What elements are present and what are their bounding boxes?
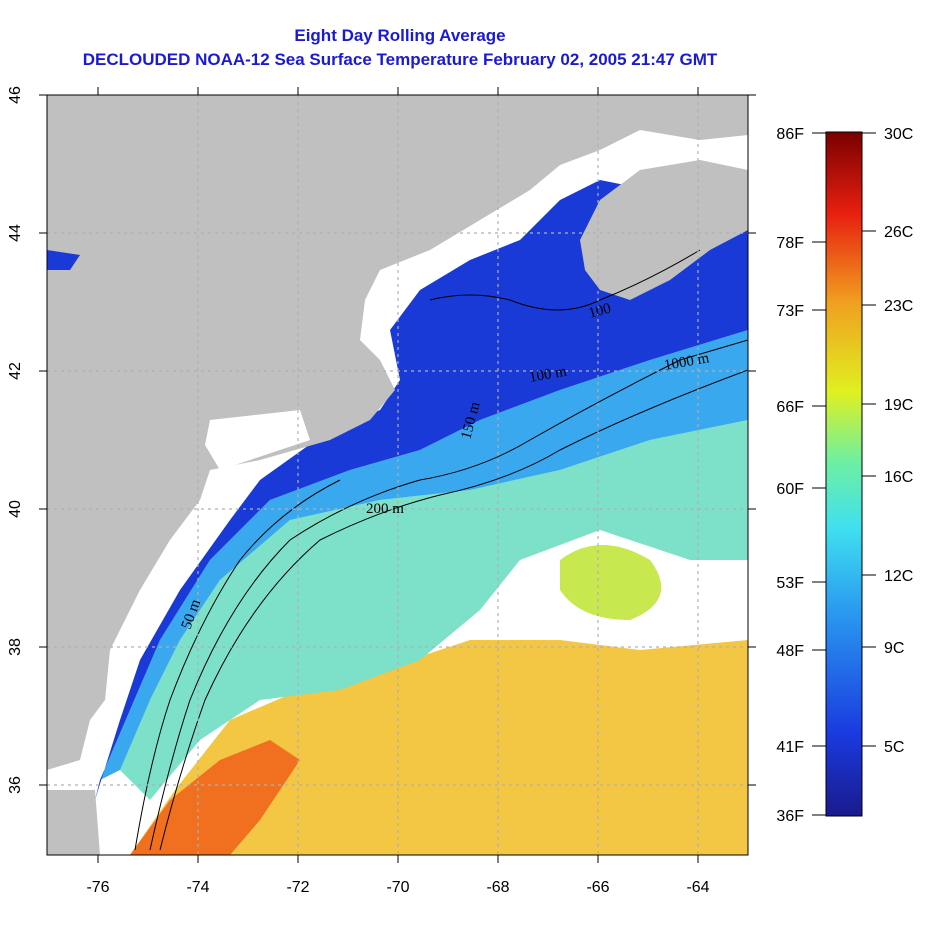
chart-title: Eight Day Rolling Average [294,26,506,45]
warm-water-region [130,640,748,855]
colorbar-f-label: 78F [776,235,804,252]
colorbar-c-label: 19C [884,397,913,414]
land-mass-south [47,790,100,855]
cold-coastal-waters [95,180,748,800]
contour-label-100m: 100 m [528,364,568,386]
lat-lon-grid [47,95,748,855]
cool-shelf-waters [100,330,748,780]
y-axis-ticks [39,94,756,786]
colorbar-c-label: 30C [884,126,913,143]
x-axis-labels: -76 -74 -72 -70 -68 -66 -64 [86,879,709,896]
x-axis-ticks [97,87,699,863]
mid-temperature-waters [110,420,748,800]
x-tick-label: -72 [286,879,309,896]
colorbar [825,131,863,817]
colorbar-f-label: 41F [776,739,804,756]
x-tick-label: -64 [686,879,709,896]
colorbar-f-label: 66F [776,399,804,416]
colorbar-f-label: 48F [776,643,804,660]
y-tick-label: 44 [7,224,24,242]
y-axis-labels: 36 38 40 42 44 46 [7,86,24,794]
colorbar-c-labels: 30C 26C 23C 19C 16C 12C 9C 5C [884,126,913,756]
colorbar-c-label: 26C [884,224,913,241]
colorbar-f-ticks [812,132,826,816]
x-tick-label: -68 [486,879,509,896]
y-tick-label: 42 [7,362,24,380]
nova-scotia-land [580,160,748,300]
colorbar-c-label: 5C [884,739,904,756]
x-tick-label: -76 [86,879,109,896]
y-tick-label: 46 [7,86,24,104]
x-tick-label: -74 [186,879,209,896]
map-area [47,95,748,855]
warm-eddy [560,545,662,620]
colorbar-c-label: 23C [884,298,913,315]
lake [47,250,80,270]
land-mass [47,95,748,770]
contour-label-200m: 200 m [366,501,404,517]
colorbar-c-label: 9C [884,640,904,657]
colorbar-c-label: 16C [884,469,913,486]
colorbar-f-label: 53F [776,575,804,592]
long-island-sound [205,410,310,470]
colorbar-c-ticks [862,132,876,747]
colorbar-f-label: 73F [776,303,804,320]
colorbar-f-label: 36F [776,808,804,825]
contour-label-100: 100 [587,301,613,322]
y-tick-label: 36 [7,776,24,794]
y-tick-label: 40 [7,500,24,518]
x-tick-label: -66 [586,879,609,896]
depth-contours [134,249,748,851]
colorbar-f-labels: 86F 78F 73F 66F 60F 53F 48F 41F 36F [776,126,804,825]
colorbar-f-label: 60F [776,481,804,498]
colorbar-f-label: 86F [776,126,804,143]
chart-subtitle: DECLOUDED NOAA-12 Sea Surface Temperatur… [82,50,718,69]
x-tick-label: -70 [386,879,409,896]
colorbar-c-label: 12C [884,568,913,585]
hot-water-region [130,740,300,855]
y-tick-label: 38 [7,638,24,656]
contour-label-1000m: 1000 m [663,350,711,374]
